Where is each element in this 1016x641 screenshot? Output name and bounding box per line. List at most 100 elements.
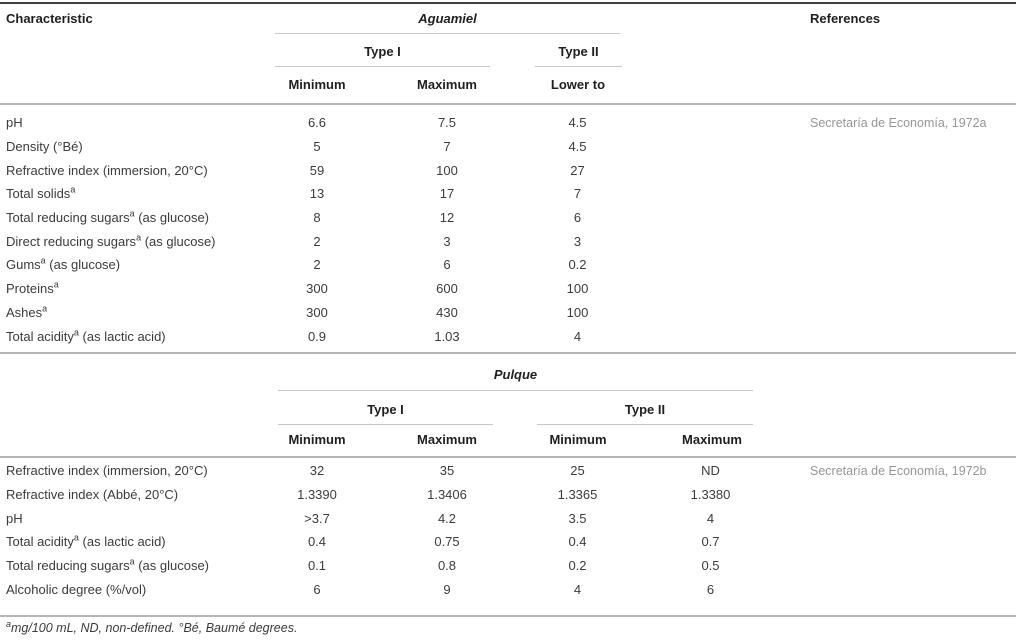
section-header-aguamiel: Aguamiel: [418, 11, 477, 26]
cell-value: 59: [309, 162, 325, 178]
column-header-pulque-max1: Maximum: [417, 432, 477, 447]
cell-value: 7.5: [437, 115, 457, 131]
cell-value: 6: [443, 257, 451, 273]
table-row: pH >3.7 4.2 3.5 4: [0, 506, 1016, 530]
row-label: Direct reducing sugarsa (as glucose): [6, 232, 216, 249]
row-label: Ashesa: [6, 303, 48, 320]
cell-value: 1.3390: [297, 487, 337, 503]
cell-value: 0.2: [568, 257, 587, 273]
cell-value: 25: [570, 463, 585, 479]
cell-value: 0.5: [701, 558, 720, 574]
cell-value: 3: [443, 233, 451, 249]
row-label: Refractive index (immersion, 20°C): [6, 162, 208, 178]
cell-value: 300: [306, 281, 328, 297]
cell-value: 3.5: [568, 510, 587, 526]
cell-value: 7: [573, 186, 582, 202]
aguamiel-spanner-rule: [275, 33, 620, 34]
footnote-superscript: a: [6, 618, 12, 629]
row-label: Total aciditya (as lactic acid): [6, 533, 166, 550]
table-footnote: amg/100 mL, ND, non-defined. °Bé, Baumé …: [6, 618, 298, 635]
section-divider-rule: [0, 352, 1016, 354]
table-row: Refractive index (immersion, 20°C) 59 100 2…: [0, 158, 1016, 182]
pulque-rows: Refractive index (immersion, 20°C) 32 35 25…: [0, 459, 1016, 601]
group-header-pulque-type1: Type I: [367, 402, 404, 417]
row-label: Alcoholic degree (%/vol): [6, 581, 147, 597]
cell-value: 9: [443, 581, 451, 597]
cell-value: 12: [439, 210, 455, 226]
reference-text: Secretaría de Economía, 1972b: [810, 463, 987, 478]
cell-value: 0.2: [568, 558, 587, 574]
cell-value: 0.1: [307, 558, 327, 574]
pulque-spanner-rule: [278, 390, 753, 391]
row-label: pH: [6, 510, 23, 526]
table-row: Alcoholic degree (%/vol) 6 9 4 6: [0, 577, 1016, 601]
column-header-lower-to: Lower to: [550, 77, 606, 92]
table-top-rule: [0, 2, 1016, 4]
table-row: Ashesa 300 430 100: [0, 301, 1016, 325]
cell-value: 100: [566, 281, 589, 297]
cell-value: 4.5: [568, 139, 587, 155]
aguamiel-type1-rule: [275, 66, 490, 67]
table-row: Refractive index (immersion, 20°C) 32 35 25…: [0, 459, 1016, 483]
aguamiel-rows: pH 6.6 7.5 4.5 Secretaría de Economía, 1972a…: [0, 111, 1016, 348]
cell-value: 1.3380: [690, 487, 731, 503]
row-label: Proteinsa: [6, 279, 59, 297]
row-label: Total solidsa: [6, 185, 76, 202]
column-header-maximum-1: Maximum: [417, 77, 477, 92]
cell-value: >3.7: [304, 510, 330, 526]
group-header-aguamiel-type1: Type I: [364, 44, 401, 59]
cell-value: 6: [706, 581, 715, 597]
cell-value: 6: [573, 210, 582, 226]
row-label: Density (°Bé): [6, 139, 83, 155]
table-row: Total solidsa 13 17 7: [0, 182, 1016, 206]
pulque-type1-rule: [278, 424, 493, 425]
table-bottom-rule: [0, 615, 1016, 617]
row-label: Total reducing sugarsa (as glucose): [6, 208, 210, 226]
cell-value: 1.3365: [557, 487, 598, 503]
cell-value: 5: [313, 139, 321, 155]
column-header-characteristic: Characteristic: [6, 11, 93, 26]
cell-value: 35: [439, 463, 455, 479]
cell-value: 4: [573, 328, 582, 344]
cell-value: 0.8: [437, 558, 457, 574]
row-label: pH: [6, 115, 23, 131]
cell-value: ND: [701, 463, 720, 479]
group-header-pulque-type2: Type II: [624, 402, 666, 417]
row-label: Total reducing sugarsa (as glucose): [6, 556, 210, 574]
header-bottom-rule: [0, 103, 1016, 105]
cell-value: 2: [313, 233, 321, 249]
table-row: Proteinsa 300 600 100: [0, 277, 1016, 301]
row-label: Refractive index (immersion, 20°C): [6, 463, 208, 479]
table-row: Total reducing sugarsa (as glucose) 8 12 6: [0, 206, 1016, 230]
row-label: Gumsa (as glucose): [6, 256, 121, 273]
reference-text: Secretaría de Economía, 1972a: [810, 115, 987, 130]
footnote-text: mg/100 mL, ND, non-defined. °Bé, Baumé d…: [11, 621, 298, 635]
cell-value: 300: [306, 304, 328, 320]
table-row: Total aciditya (as lactic acid) 0.9 1.03 4: [0, 324, 1016, 348]
column-header-pulque-min2: Minimum: [549, 432, 607, 447]
cell-value: 4.2: [437, 510, 457, 526]
row-label: Refractive index (Abbé, 20°C): [6, 487, 179, 503]
cell-value: 6: [313, 581, 321, 597]
table-row: Gumsa (as glucose) 2 6 0.2: [0, 253, 1016, 277]
column-header-pulque-max2: Maximum: [682, 432, 742, 447]
column-header-references: References: [810, 11, 881, 26]
cell-value: 0.4: [568, 534, 587, 550]
cell-value: 32: [309, 463, 325, 479]
cell-value: 4: [706, 510, 715, 526]
column-header-pulque-min1: Minimum: [288, 432, 346, 447]
cell-value: 17: [439, 186, 455, 202]
cell-value: 27: [570, 162, 585, 178]
cell-value: 13: [309, 186, 325, 202]
table-row: Total aciditya (as lactic acid) 0.4 0.75 0.…: [0, 530, 1016, 554]
cell-value: 100: [566, 304, 589, 320]
cell-value: 600: [436, 281, 458, 297]
cell-value: 0.75: [434, 534, 460, 550]
row-label: Total aciditya (as lactic acid): [6, 327, 166, 344]
pulque-header-bottom-rule: [0, 456, 1016, 458]
cell-value: 8: [313, 210, 321, 226]
aguamiel-type2-rule: [535, 66, 622, 67]
cell-value: 6.6: [307, 115, 327, 131]
cell-value: 430: [436, 304, 458, 320]
